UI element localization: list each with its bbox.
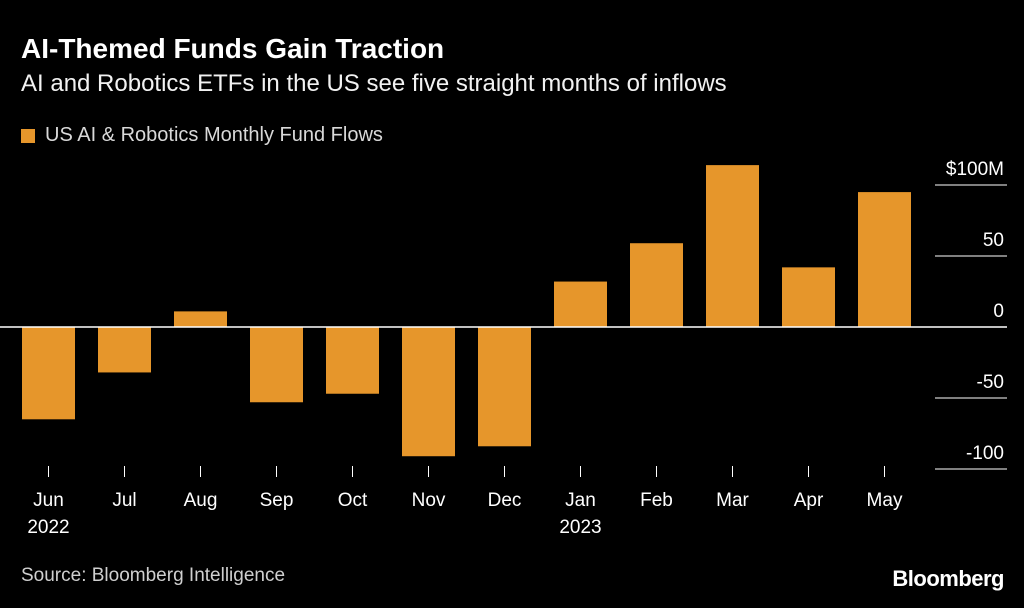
bar-dec xyxy=(478,327,531,447)
bar-apr xyxy=(782,267,835,327)
bar-jul xyxy=(98,327,151,373)
legend: US AI & Robotics Monthly Fund Flows xyxy=(21,124,383,147)
bar-jan xyxy=(554,281,607,327)
x-tick-label: Sep xyxy=(260,490,294,511)
bar-may xyxy=(858,192,911,327)
bar-aug xyxy=(174,311,227,327)
y-tick-label: 50 xyxy=(983,230,1004,251)
y-tick-label: -50 xyxy=(977,372,1004,393)
bar-sep xyxy=(250,327,303,403)
x-tick-label: Jan xyxy=(565,490,596,511)
x-tick-label: Nov xyxy=(412,490,446,511)
legend-label: US AI & Robotics Monthly Fund Flows xyxy=(45,124,383,146)
bar-mar xyxy=(706,165,759,327)
x-tick-label: Oct xyxy=(338,490,368,511)
x-tick-label: Dec xyxy=(488,490,522,511)
source-note: Source: Bloomberg Intelligence xyxy=(21,565,286,586)
x-tick-label: May xyxy=(867,490,903,511)
bar-chart: $100M 50 0 -50 -100 Jun 2022 Jul Aug Sep Oct Nov Dec… xyxy=(0,159,1007,538)
x-tick-label: Mar xyxy=(716,490,749,511)
bar-jun xyxy=(22,327,75,420)
bar-feb xyxy=(630,243,683,327)
y-tick-label: -100 xyxy=(966,443,1004,464)
chart-title: AI-Themed Funds Gain Traction xyxy=(21,33,445,64)
x-year-label: 2023 xyxy=(559,517,601,538)
x-tick-label: Jun xyxy=(33,490,64,511)
x-year-label: 2022 xyxy=(27,517,69,538)
bar-nov xyxy=(402,327,455,457)
bar-oct xyxy=(326,327,379,394)
legend-swatch xyxy=(21,128,35,143)
chart-subtitle: AI and Robotics ETFs in the US see five … xyxy=(21,70,727,97)
y-tick-label: $100M xyxy=(946,159,1004,180)
x-tick-label: Feb xyxy=(640,490,673,511)
bloomberg-logo: Bloomberg xyxy=(892,566,1004,591)
x-tick-label: Jul xyxy=(112,490,136,511)
x-tick-label: Aug xyxy=(184,490,218,511)
y-tick-label: 0 xyxy=(993,301,1004,322)
x-tick-label: Apr xyxy=(794,490,824,511)
